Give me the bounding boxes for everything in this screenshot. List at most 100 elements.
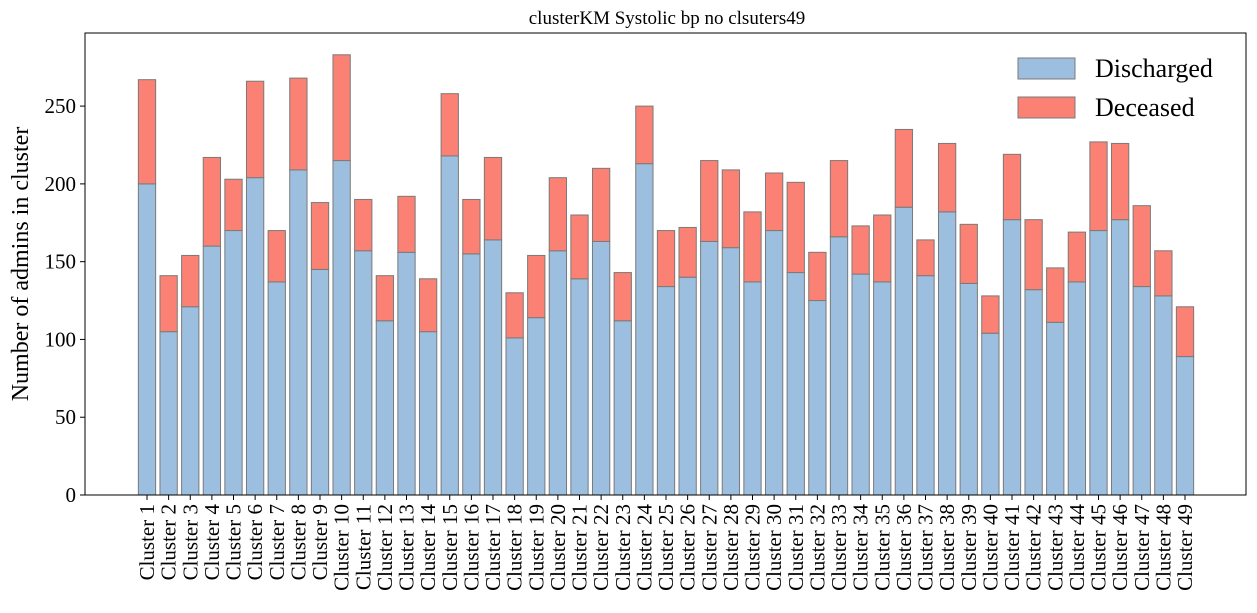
bar-discharged-8 bbox=[289, 169, 308, 496]
bar-deceased-4 bbox=[202, 156, 222, 247]
bar-discharged-1 bbox=[137, 183, 157, 496]
x-tick-label: Cluster 42 bbox=[1022, 504, 1046, 591]
bar-deceased-40 bbox=[981, 295, 1000, 334]
bar-discharged-3 bbox=[181, 306, 200, 496]
x-tick-label: Cluster 17 bbox=[481, 504, 505, 591]
x-tick-label: Cluster 13 bbox=[395, 504, 419, 591]
bar-discharged-48 bbox=[1154, 295, 1173, 496]
bar-deceased-1 bbox=[137, 79, 157, 185]
bar-deceased-21 bbox=[570, 214, 589, 280]
bar-discharged-28 bbox=[721, 247, 741, 496]
x-tick-label: Cluster 12 bbox=[373, 504, 397, 591]
bar-discharged-29 bbox=[743, 281, 762, 496]
legend: Discharged Deceased bbox=[1017, 54, 1213, 122]
bar-deceased-10 bbox=[332, 54, 351, 162]
y-tick-label: 250 bbox=[45, 94, 77, 118]
bar-discharged-11 bbox=[354, 250, 373, 496]
bar-discharged-44 bbox=[1067, 281, 1087, 496]
bar-discharged-2 bbox=[159, 331, 178, 496]
x-tick-label: Cluster 36 bbox=[892, 504, 916, 591]
bar-deceased-48 bbox=[1154, 250, 1173, 297]
chart-title: clusterKM Systolic bp no clsuters49 bbox=[529, 8, 806, 29]
x-tick-label: Cluster 11 bbox=[351, 504, 375, 590]
x-tick-label: Cluster 37 bbox=[914, 504, 938, 591]
x-tick-label: Cluster 9 bbox=[308, 504, 332, 580]
bar-discharged-42 bbox=[1024, 289, 1043, 496]
x-tick-label: Cluster 29 bbox=[741, 504, 765, 591]
bar-discharged-31 bbox=[786, 272, 805, 496]
bar-discharged-38 bbox=[937, 211, 957, 496]
bar-discharged-20 bbox=[548, 250, 568, 496]
bar-discharged-35 bbox=[873, 281, 892, 496]
legend-swatch-discharged bbox=[1017, 57, 1076, 80]
bar-deceased-18 bbox=[505, 292, 524, 339]
bar-discharged-4 bbox=[202, 245, 222, 496]
bar-deceased-5 bbox=[224, 178, 243, 232]
x-tick-label: Cluster 20 bbox=[546, 504, 570, 591]
x-tick-label: Cluster 2 bbox=[157, 504, 181, 580]
x-tick-label: Cluster 26 bbox=[676, 504, 700, 591]
x-tick-label: Cluster 24 bbox=[632, 504, 656, 591]
y-tick-label: 150 bbox=[45, 250, 77, 274]
x-tick-label: Cluster 46 bbox=[1108, 504, 1132, 591]
bar-discharged-45 bbox=[1089, 230, 1108, 496]
bar-discharged-5 bbox=[224, 230, 243, 496]
bar-deceased-24 bbox=[635, 105, 654, 165]
x-tick-label: Cluster 8 bbox=[286, 504, 310, 580]
x-tick-label: Cluster 1 bbox=[135, 504, 159, 580]
bar-discharged-7 bbox=[267, 281, 286, 496]
x-tick-label: Cluster 39 bbox=[957, 504, 981, 591]
bar-deceased-26 bbox=[678, 226, 697, 278]
y-tick-label: 0 bbox=[66, 483, 77, 507]
x-tick-label: Cluster 28 bbox=[719, 504, 743, 591]
bar-deceased-29 bbox=[743, 211, 762, 283]
x-tick-label: Cluster 4 bbox=[200, 504, 224, 581]
x-tick-label: Cluster 49 bbox=[1173, 504, 1197, 591]
bar-deceased-47 bbox=[1132, 205, 1151, 288]
x-tick-label: Cluster 33 bbox=[827, 504, 851, 591]
bar-deceased-25 bbox=[656, 230, 676, 288]
y-axis-label: Number of admins in cluster bbox=[8, 127, 34, 402]
bar-deceased-42 bbox=[1024, 219, 1043, 291]
bar-deceased-39 bbox=[959, 223, 978, 284]
x-tick-label: Cluster 22 bbox=[589, 504, 613, 591]
x-tick-label: Cluster 31 bbox=[784, 504, 808, 591]
bar-discharged-23 bbox=[613, 320, 632, 496]
bar-deceased-2 bbox=[159, 275, 178, 333]
x-tick-label: Cluster 6 bbox=[243, 504, 267, 580]
bar-deceased-9 bbox=[310, 202, 330, 270]
bar-deceased-43 bbox=[1046, 267, 1065, 323]
bar-discharged-43 bbox=[1046, 321, 1065, 496]
bar-deceased-14 bbox=[418, 278, 438, 333]
bar-discharged-25 bbox=[656, 286, 676, 496]
bar-deceased-7 bbox=[267, 230, 286, 283]
bar-discharged-18 bbox=[505, 337, 524, 496]
bar-deceased-38 bbox=[937, 142, 957, 213]
bar-discharged-37 bbox=[916, 275, 935, 496]
bar-discharged-36 bbox=[894, 206, 914, 496]
bar-discharged-41 bbox=[1002, 219, 1022, 496]
bar-discharged-26 bbox=[678, 276, 697, 496]
bar-deceased-19 bbox=[527, 254, 546, 319]
bar-deceased-37 bbox=[916, 239, 935, 277]
bar-deceased-23 bbox=[613, 272, 632, 322]
bar-deceased-30 bbox=[764, 172, 784, 232]
bar-discharged-17 bbox=[483, 239, 503, 496]
x-tick-label: Cluster 5 bbox=[222, 504, 246, 580]
legend-swatch-deceased bbox=[1017, 96, 1076, 119]
x-tick-label: Cluster 21 bbox=[568, 504, 592, 591]
x-tick-label: Cluster 34 bbox=[849, 504, 873, 591]
bar-discharged-27 bbox=[700, 240, 719, 496]
bar-discharged-10 bbox=[332, 160, 351, 496]
bar-deceased-32 bbox=[808, 251, 827, 302]
y-tick-label: 200 bbox=[45, 172, 77, 196]
bar-discharged-13 bbox=[397, 251, 416, 496]
x-tick-label: Cluster 45 bbox=[1087, 504, 1111, 591]
bar-discharged-9 bbox=[310, 268, 330, 496]
bar-deceased-28 bbox=[721, 169, 741, 249]
bar-deceased-15 bbox=[440, 93, 459, 157]
x-tick-label: Cluster 7 bbox=[265, 504, 289, 580]
y-tick-label: 50 bbox=[55, 405, 76, 429]
bar-discharged-47 bbox=[1132, 286, 1151, 496]
